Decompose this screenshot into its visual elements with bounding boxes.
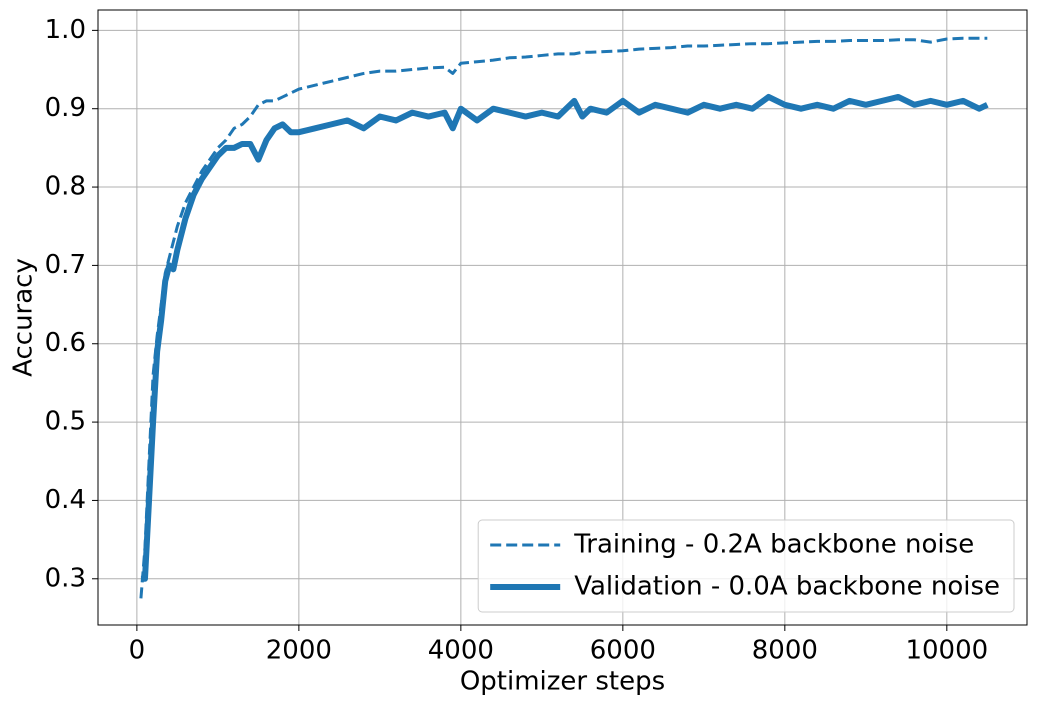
y-tick-label: 0.8 [45, 172, 86, 202]
x-tick-label: 4000 [428, 636, 494, 666]
legend-label: Training - 0.2A backbone noise [573, 530, 974, 560]
x-tick-label: 0 [129, 636, 146, 666]
legend-label: Validation - 0.0A backbone noise [574, 572, 1000, 602]
x-tick-label: 10000 [905, 636, 988, 666]
legend: Training - 0.2A backbone noise Validation… [477, 519, 1015, 613]
y-tick-label: 0.5 [45, 407, 86, 437]
x-tick-label: 2000 [266, 636, 332, 666]
y-tick-label: 0.9 [45, 93, 86, 123]
y-tick-label: 0.4 [45, 485, 86, 515]
x-tick-label: 6000 [590, 636, 656, 666]
legend-box [477, 519, 1015, 613]
x-axis-label: Optimizer steps [460, 667, 665, 697]
y-tick-label: 0.6 [45, 328, 86, 358]
series-line [140, 93, 989, 582]
x-tick-label: 8000 [752, 636, 818, 666]
plot-frame [97, 9, 1028, 626]
y-tick-label: 0.3 [45, 563, 86, 593]
series-line [139, 36, 988, 599]
y-tick-label: 1.0 [45, 15, 86, 45]
y-tick-label: 0.7 [45, 250, 86, 280]
y-axis-label: Accuracy [9, 258, 39, 377]
